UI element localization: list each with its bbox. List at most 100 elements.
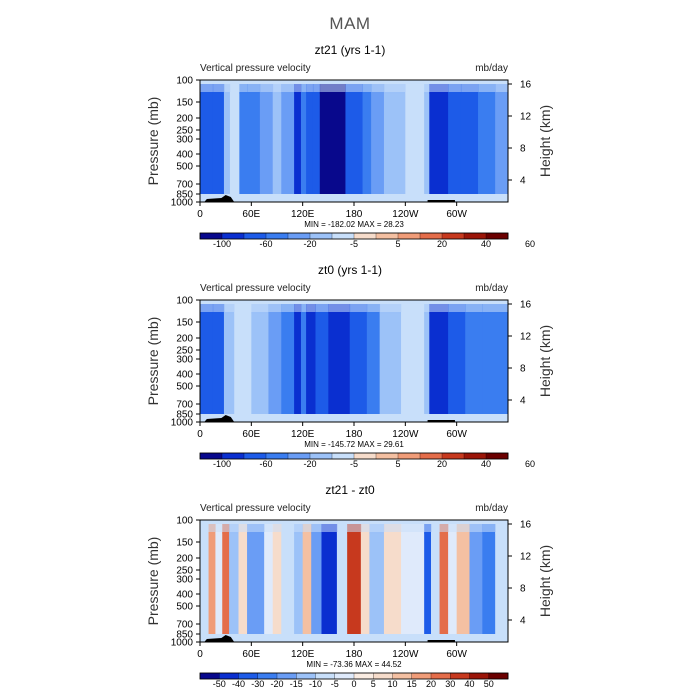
colorbar-label: 60	[525, 239, 535, 249]
field-band	[345, 92, 363, 194]
field-band-cap	[482, 524, 496, 534]
y-tick-label: 500	[176, 382, 193, 393]
field-band	[478, 92, 496, 194]
field-band	[369, 532, 385, 634]
y2-axis-title: Height (km)	[537, 545, 553, 617]
colorbar-label: -15	[290, 679, 303, 689]
y-axis-title: Pressure (mb)	[145, 97, 161, 186]
colorbar-label: 5	[395, 459, 400, 469]
field-band	[223, 312, 235, 414]
y2-tick-label: 8	[520, 584, 526, 595]
y-tick-label: 850	[176, 410, 193, 421]
field-band	[212, 92, 225, 194]
field-band	[424, 532, 432, 634]
field-band-cap	[478, 84, 496, 94]
y-tick-label: 400	[176, 590, 193, 601]
y-tick-label: 1000	[171, 198, 194, 209]
field-band	[424, 92, 430, 194]
field-band	[281, 92, 295, 194]
field-band	[234, 312, 252, 414]
field-band	[495, 92, 509, 194]
field-band	[321, 532, 338, 634]
field-band	[281, 532, 295, 634]
field-band	[362, 92, 372, 194]
colorbar-label: 30	[445, 679, 455, 689]
field-band	[200, 92, 214, 194]
field-band	[431, 532, 440, 634]
x-tick-label: 120E	[291, 209, 315, 220]
units-label: mb/day	[475, 283, 508, 294]
field-band	[311, 532, 322, 634]
y2-axis-title: Height (km)	[537, 325, 553, 397]
field-band	[239, 92, 248, 194]
field-band-cap	[315, 304, 329, 314]
field-band	[300, 92, 307, 194]
field-band-cap	[321, 524, 338, 534]
field-band-cap	[294, 524, 304, 534]
field-band-cap	[349, 304, 368, 314]
field-band-cap	[300, 84, 307, 94]
field-band-cap	[247, 524, 265, 534]
field-band-cap	[215, 524, 223, 534]
field-band-cap	[456, 524, 470, 534]
y-tick-label: 400	[176, 370, 193, 381]
colorbar-label: 20	[426, 679, 436, 689]
field-band-cap	[223, 304, 235, 314]
field-band-cap	[222, 524, 230, 534]
x-tick-label: 60E	[242, 209, 260, 220]
field-band-cap	[465, 304, 483, 314]
field-band-cap	[379, 304, 402, 314]
colorbar-label: 15	[407, 679, 417, 689]
field-band-cap	[460, 84, 479, 94]
field-band-cap	[208, 524, 216, 534]
field-band-cap	[259, 84, 274, 94]
field-band-cap	[300, 304, 307, 314]
field-band	[469, 532, 483, 634]
field-band-cap	[239, 84, 248, 94]
field-band-cap	[200, 84, 214, 94]
x-tick-label: 120E	[291, 429, 315, 440]
field-band-cap	[448, 524, 458, 534]
variable-label: Vertical pressure velocity	[200, 283, 311, 294]
field-band	[223, 92, 231, 194]
field-band-cap	[294, 304, 302, 314]
field-band	[460, 92, 479, 194]
colorbar-label: 5	[371, 679, 376, 689]
field-band	[229, 92, 240, 194]
y-tick-label: 200	[176, 554, 193, 565]
field-band-cap	[281, 304, 295, 314]
y-tick-label: 100	[176, 76, 193, 87]
field-band-cap	[405, 84, 425, 94]
y2-tick-label: 4	[520, 176, 526, 187]
field-band-cap	[200, 524, 209, 534]
field-band-cap	[212, 84, 225, 94]
colorbar-label: 20	[437, 239, 447, 249]
field-band-cap	[281, 524, 295, 534]
field-band	[306, 312, 316, 414]
colorbar-frame	[199, 232, 509, 240]
x-tick-label: 0	[197, 429, 203, 440]
field-band	[251, 312, 269, 414]
field-band	[259, 92, 274, 194]
stats-label: MIN = -73.36 MAX = 44.52	[306, 660, 402, 669]
colorbar-label: -20	[270, 679, 283, 689]
y-tick-label: 700	[176, 620, 193, 631]
colorbar-label: -30	[251, 679, 264, 689]
colorbar-label: 20	[437, 459, 447, 469]
field-band	[200, 532, 209, 634]
field-band-cap	[306, 84, 314, 94]
y-tick-label: 100	[176, 516, 193, 527]
field-band	[360, 532, 370, 634]
field-band	[247, 92, 261, 194]
field-band-cap	[302, 524, 312, 534]
colorbar-segment	[397, 232, 421, 240]
field-band-cap	[469, 524, 483, 534]
field-band	[371, 92, 385, 194]
colorbar-label: -60	[259, 239, 272, 249]
colorbar-label: 5	[395, 239, 400, 249]
colorbar-label: -40	[232, 679, 245, 689]
colorbar-label: 40	[481, 459, 491, 469]
field-band-cap	[251, 304, 269, 314]
field-band-cap	[448, 304, 466, 314]
